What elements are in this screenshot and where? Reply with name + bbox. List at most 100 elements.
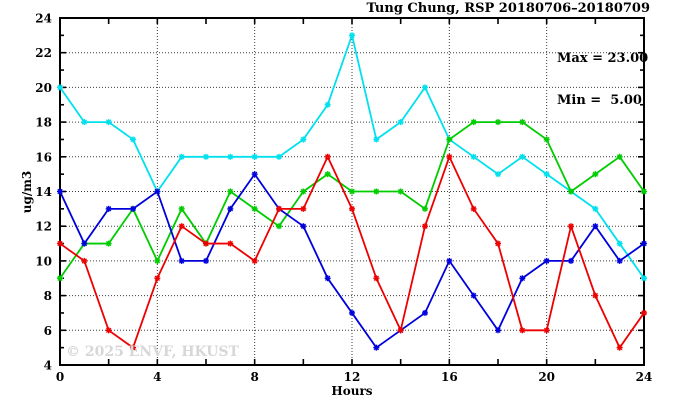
marker-cyan [57,84,63,91]
marker-cyan [373,136,380,143]
marker-cyan [203,153,209,160]
marker-red [495,240,501,247]
x-tick-labels: 0 4 8 12 16 20 24 [56,370,653,384]
marker-blue [470,292,477,299]
marker-cyan [641,275,647,282]
y-tick-label: 22 [35,46,52,60]
marker-red [373,275,380,282]
marker-cyan [592,205,599,212]
marker-red [105,327,112,334]
marker-cyan [616,240,623,247]
marker-blue [641,240,647,247]
marker-red [227,240,234,247]
x-tick-label: 24 [636,370,653,384]
marker-cyan [300,136,307,143]
marker-cyan [227,153,234,160]
series-blue [57,171,647,351]
marker-blue [592,223,599,230]
x-tick-label: 8 [250,370,258,384]
marker-green [422,205,428,212]
marker-red [641,309,647,316]
y-tick-label: 18 [35,116,52,130]
marker-green [227,188,234,195]
marker-cyan [81,119,88,126]
marker-blue [324,275,331,282]
y-tick-label: 10 [35,254,52,268]
marker-green [154,257,161,264]
marker-cyan [105,119,112,126]
x-tick-label: 16 [441,370,458,384]
marker-red [81,257,88,264]
marker-blue [300,223,307,230]
marker-red [568,223,574,230]
series-green-line [59,121,645,279]
marker-green [57,275,63,282]
marker-green [300,188,307,195]
marker-blue [57,188,63,195]
marker-red [397,327,404,334]
marker-cyan [349,32,355,39]
marker-red [154,275,161,282]
marker-red [519,327,526,334]
marker-green [251,205,258,212]
y-tick-label: 20 [35,81,52,95]
marker-red [57,240,63,247]
marker-cyan [324,101,331,108]
marker-red [616,344,623,351]
y-tick-label: 4 [44,359,52,373]
marker-green [373,188,380,195]
x-tick-label: 4 [153,370,161,384]
x-axis-label: Hours [331,384,373,398]
marker-blue [422,309,428,316]
y-tick-label: 6 [44,324,52,338]
marker-cyan [251,153,258,160]
marker-blue [568,257,574,264]
marker-cyan [276,153,282,160]
marker-green [178,205,185,212]
grid-lines [60,18,644,365]
marker-red [349,205,355,212]
marker-cyan [178,153,185,160]
marker-green [592,171,599,178]
marker-green [470,119,477,126]
marker-red [470,205,477,212]
x-tick-label: 12 [344,370,361,384]
marker-red [300,205,307,212]
y-tick-label: 24 [35,12,52,26]
marker-blue [130,205,136,212]
watermark-text: © 2025 ENVF, HKUST [66,344,239,360]
x-tick-label: 20 [538,370,555,384]
marker-red [543,327,550,334]
marker-cyan [422,84,428,91]
marker-red [446,153,453,160]
x-tick-label: 0 [56,370,64,384]
y-tick-label: 14 [35,185,52,199]
marker-green [543,136,550,143]
marker-green [568,188,574,195]
marker-green [105,240,112,247]
marker-cyan [495,171,501,178]
marker-red [592,292,599,299]
marker-red [251,257,258,264]
marker-cyan [543,171,550,178]
marker-blue [519,275,526,282]
y-axis-label: ug/m3 [20,170,34,214]
marker-blue [178,257,185,264]
marker-blue [251,171,258,178]
y-tick-label: 8 [44,289,52,303]
marker-cyan [130,136,136,143]
marker-red [324,153,331,160]
y-tick-label: 12 [35,220,52,234]
max-value-label: Max = 23.00 [557,51,649,66]
y-tick-labels: 4 6 8 10 12 14 16 18 20 22 24 [35,12,52,373]
marker-cyan [397,119,404,126]
y-tick-label: 16 [35,150,52,164]
marker-green [495,119,501,126]
marker-blue [81,240,88,247]
marker-blue [203,257,209,264]
marker-blue [495,327,501,334]
marker-green [641,188,647,195]
marker-blue [446,257,453,264]
